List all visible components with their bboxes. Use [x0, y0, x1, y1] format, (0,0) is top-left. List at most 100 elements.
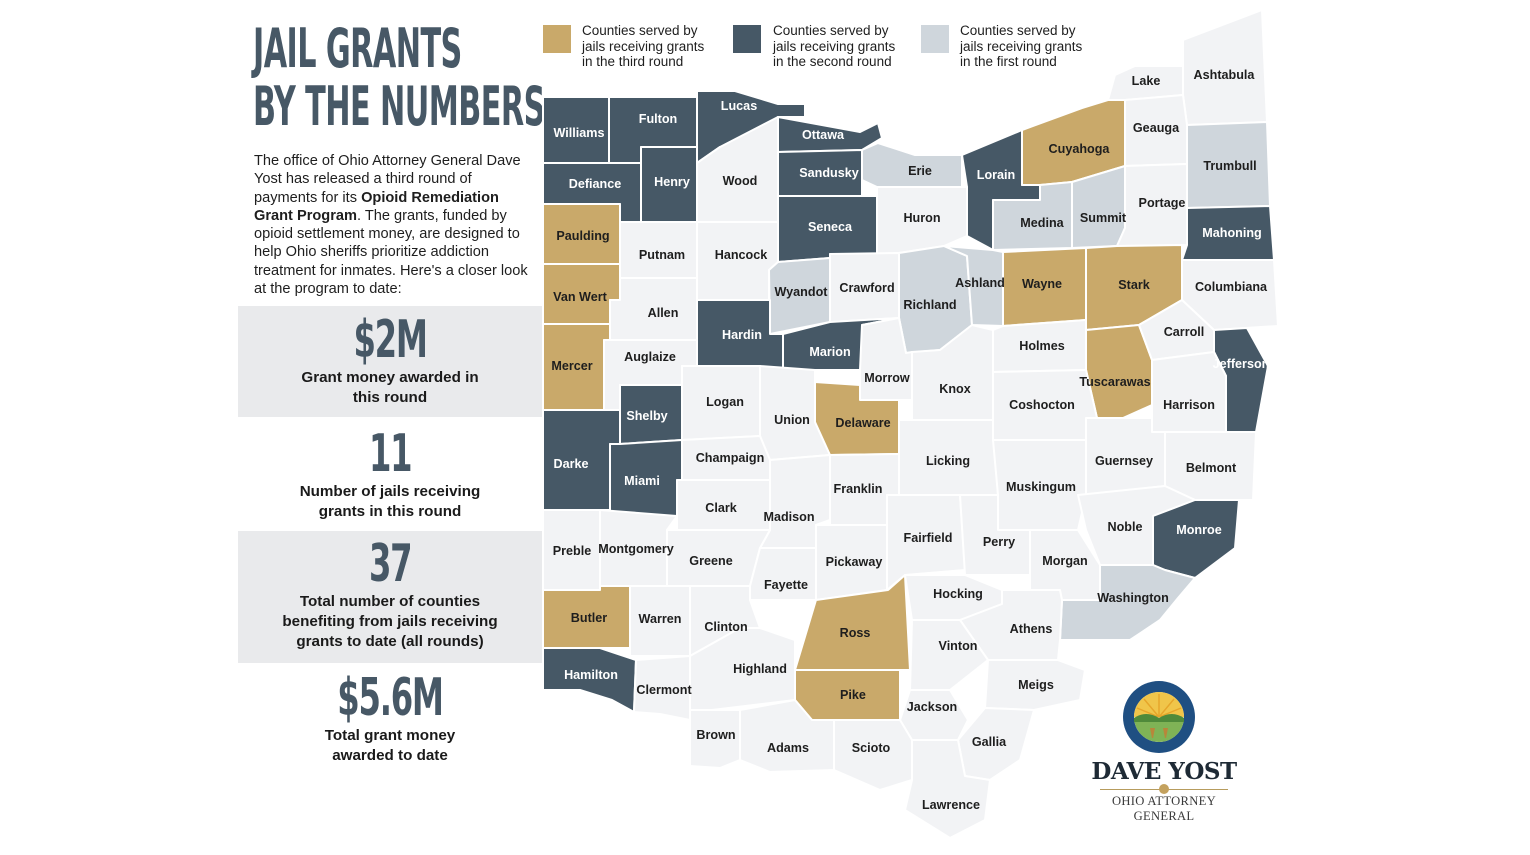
county-label: Cuyahoga — [1049, 142, 1111, 156]
county-label: Jackson — [907, 700, 957, 714]
county-label: Summit — [1080, 211, 1127, 225]
county-label: Tuscarawas — [1079, 375, 1150, 389]
stat-value: $2M — [353, 310, 427, 370]
intro-text-a: The office of Ohio Attorney General Dave… — [254, 153, 521, 206]
legend-label-third: Counties served by jails receiving grant… — [582, 23, 705, 69]
county-label: Guernsey — [1095, 454, 1153, 468]
county-label: Columbiana — [1195, 280, 1268, 294]
county-label: Lucas — [721, 99, 757, 113]
county-label: Fulton — [639, 112, 677, 126]
legend-swatch-first — [921, 25, 949, 53]
county-label: Butler — [571, 611, 607, 625]
program-name: Opioid Remediation Grant Program — [254, 189, 499, 224]
legend-swatch-second — [733, 25, 761, 53]
county-monroe — [1152, 499, 1240, 579]
county-label: Monroe — [1176, 523, 1221, 537]
county-label: Richland — [903, 298, 956, 312]
stat-caption: Number of jails receiving grants in this… — [299, 483, 481, 520]
county-label: Coshocton — [1009, 398, 1075, 412]
county-label: Muskingum — [1006, 480, 1076, 494]
legend-swatch-third — [543, 25, 571, 53]
county-label: Jefferson — [1213, 357, 1270, 371]
county-label: Athens — [1010, 622, 1053, 636]
county-label: Sandusky — [799, 166, 859, 180]
stat-jail-count: 11 Number of jails receiving grants in t… — [238, 424, 542, 524]
county-jackson — [899, 689, 969, 741]
stat-caption: Total grant money awarded to date — [324, 727, 456, 764]
legend-label-second: Counties served by jails receiving grant… — [773, 23, 896, 69]
agency-subtitle: OHIO ATTORNEY GENERAL — [1111, 794, 1217, 823]
stat-caption: Grant money awarded in this round — [301, 369, 479, 406]
county-label: Pickaway — [826, 555, 883, 569]
county-label: Scioto — [852, 741, 891, 755]
county-vinton — [909, 619, 989, 691]
county-label: Logan — [706, 395, 744, 409]
county-label: Henry — [654, 175, 690, 189]
county-label: Union — [774, 413, 810, 427]
county-label: Mercer — [551, 359, 592, 373]
county-label: Hancock — [715, 248, 768, 262]
county-label: Adams — [767, 741, 809, 755]
intro-text-b: . The grants, funded by opioid settlemen… — [254, 207, 528, 298]
intro-paragraph: The office of Ohio Attorney General Dave… — [254, 152, 539, 298]
county-label: Medina — [1020, 216, 1064, 230]
county-clermont — [633, 655, 691, 721]
county-label: Preble — [553, 544, 592, 558]
county-label: Wyandot — [775, 285, 829, 299]
agency-name: DAVE YOST — [1091, 758, 1237, 785]
county-label: Fairfield — [904, 531, 953, 545]
county-label: Stark — [1118, 278, 1150, 292]
county-label: Hardin — [722, 328, 762, 342]
county-label: Auglaize — [624, 350, 676, 364]
county-label: Clinton — [704, 620, 747, 634]
stat-value: 11 — [368, 424, 413, 484]
stat-county-total: 37 Total number of counties benefiting f… — [238, 531, 542, 663]
county-label: Huron — [903, 211, 940, 225]
county-label: Ashland — [955, 276, 1005, 290]
county-label: Defiance — [569, 177, 622, 191]
county-washington — [1059, 564, 1196, 641]
county-label: Lorain — [977, 168, 1015, 182]
attorney-general-seal: DAVE YOST OHIO ATTORNEY GENERAL — [1090, 675, 1240, 823]
county-label: Putnam — [639, 248, 685, 262]
county-lawrence — [904, 739, 991, 839]
county-hamilton — [542, 647, 637, 713]
county-label: Hamilton — [564, 668, 618, 682]
stat-round-money: $2M Grant money awarded in this round — [238, 306, 542, 417]
county-label: Franklin — [834, 482, 883, 496]
shield-icon — [1159, 784, 1169, 794]
county-label: Belmont — [1186, 461, 1237, 475]
county-label: Erie — [908, 164, 932, 178]
county-label: Madison — [763, 510, 814, 524]
stat-total-money: $5.6M Total grant money awarded to date — [238, 668, 542, 768]
county-label: Trumbull — [1203, 159, 1256, 173]
stat-value: 37 — [368, 534, 413, 594]
county-label: Morgan — [1042, 554, 1087, 568]
county-label: Miami — [624, 474, 660, 488]
county-label: Brown — [696, 728, 735, 742]
county-scioto — [833, 719, 913, 791]
county-label: Allen — [648, 306, 679, 320]
state-seal-icon — [1123, 681, 1195, 753]
county-label: Pike — [840, 688, 866, 702]
county-label: Licking — [926, 454, 970, 468]
county-label: Harrison — [1163, 398, 1215, 412]
county-label: Geauga — [1133, 121, 1180, 135]
county-label: Van Wert — [553, 290, 607, 304]
county-label: Gallia — [972, 735, 1007, 749]
county-label: Champaign — [696, 451, 765, 465]
county-label: Paulding — [556, 229, 609, 243]
county-label: Perry — [983, 535, 1015, 549]
county-erie — [861, 142, 963, 188]
legend-label-first: Counties served by jails receiving grant… — [960, 23, 1083, 69]
county-label: Montgomery — [598, 542, 674, 556]
county-label: Morrow — [864, 371, 910, 385]
county-label: Hocking — [933, 587, 983, 601]
county-label: Crawford — [839, 281, 894, 295]
stat-value: $5.6M — [337, 668, 444, 728]
county-label: Ashtabula — [1194, 68, 1256, 82]
county-label: Fayette — [764, 578, 808, 592]
county-label: Wood — [723, 174, 758, 188]
county-label: Darke — [553, 457, 588, 471]
